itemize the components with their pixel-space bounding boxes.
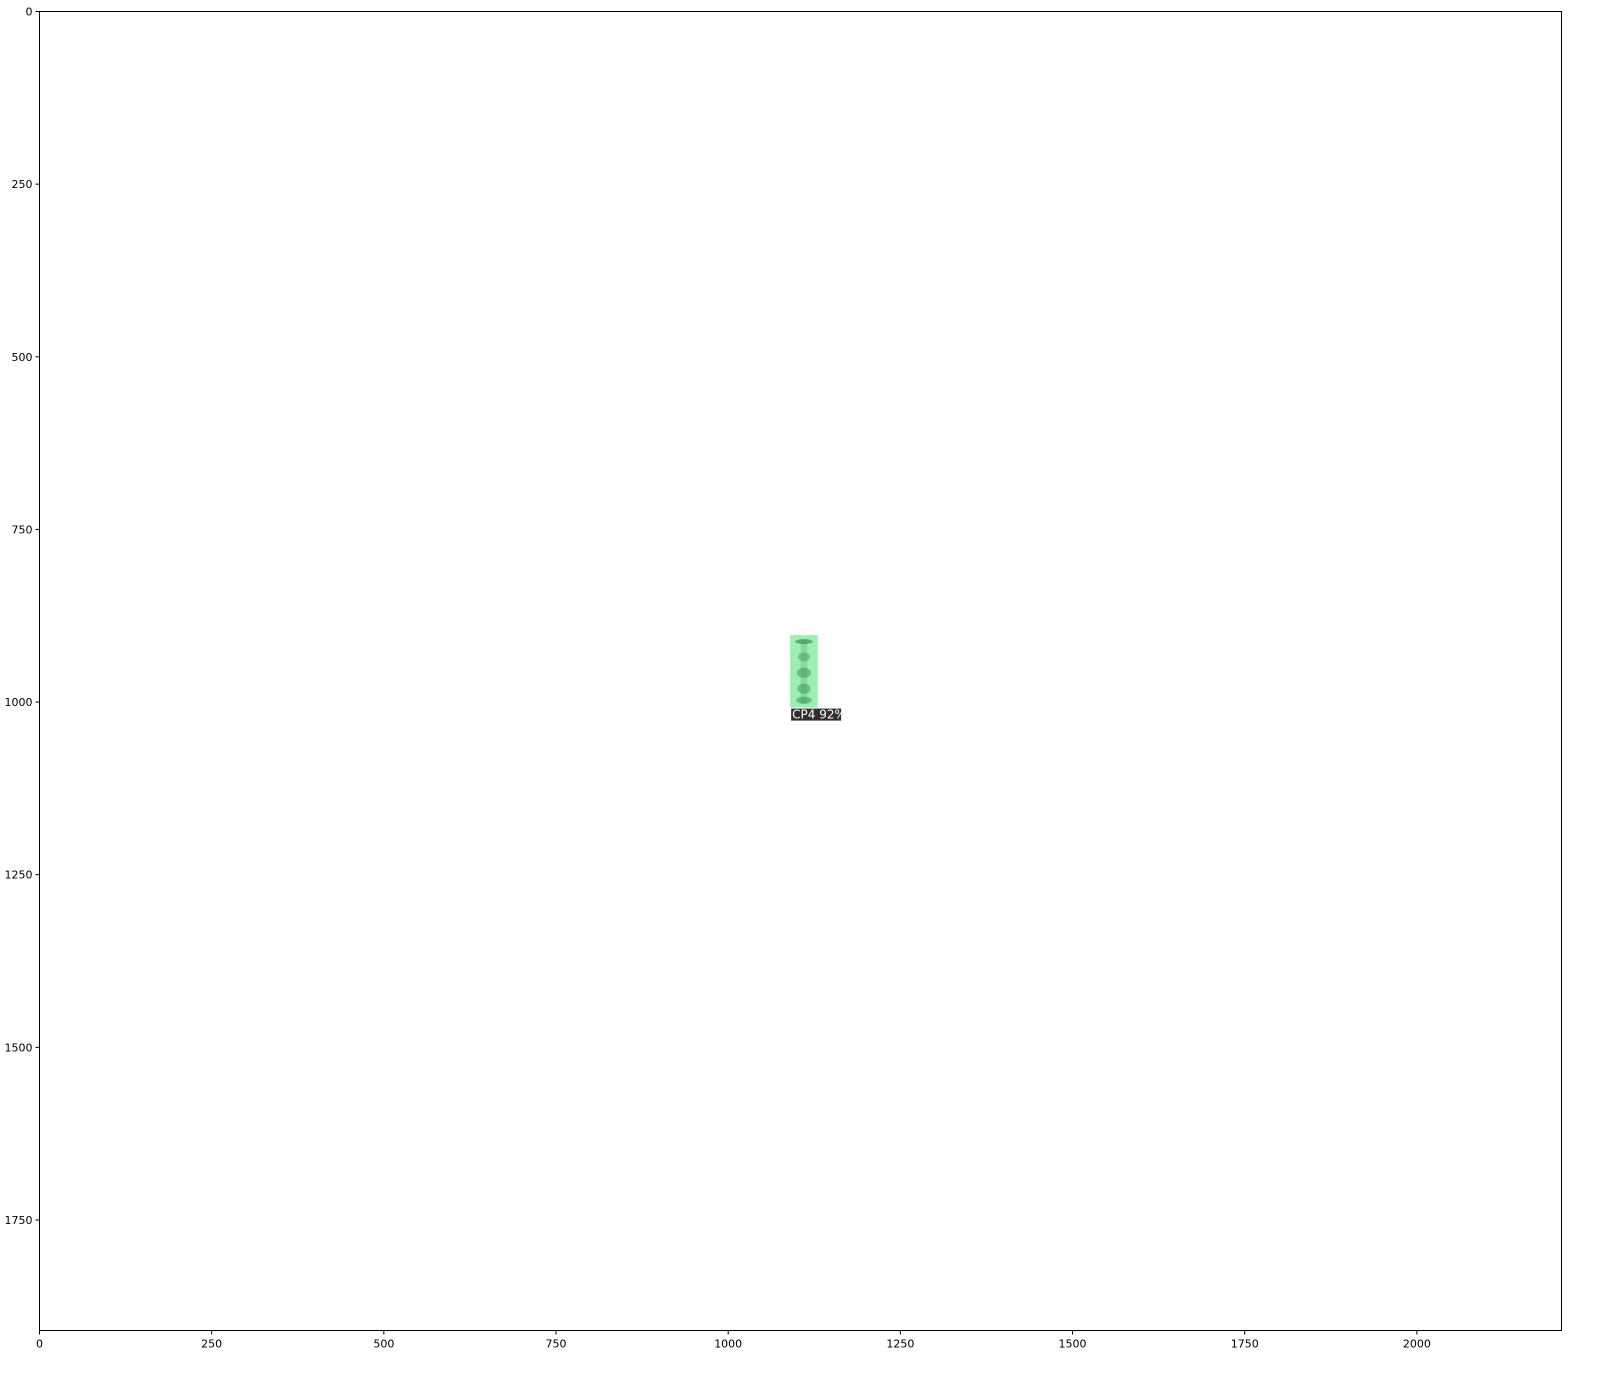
y-tick-label: 0	[26, 6, 33, 19]
x-axis: 0 250 500 750 1000 1250 1500 1750 2000	[36, 1330, 1431, 1351]
x-tick-label: 1750	[1231, 1338, 1259, 1351]
x-tick-label: 1500	[1059, 1338, 1087, 1351]
x-tick-label: 500	[373, 1338, 394, 1351]
object-texture	[795, 639, 813, 645]
y-tick-label: 250	[12, 178, 33, 191]
y-tick-label: 750	[12, 523, 33, 536]
y-tick-label: 500	[12, 351, 33, 364]
y-tick-label: 1250	[5, 869, 33, 882]
axes-frame	[39, 11, 1562, 1331]
x-tick-label: 250	[201, 1338, 222, 1351]
detection-box	[790, 635, 818, 708]
y-tick-label: 1500	[5, 1041, 33, 1054]
detection-overlay: CP4 92%	[790, 635, 846, 722]
object-texture	[797, 652, 811, 662]
detection-object	[795, 639, 813, 704]
y-tick-label: 1000	[5, 696, 33, 709]
object-texture	[797, 683, 811, 694]
x-tick-label: 750	[546, 1338, 567, 1351]
detection-label: CP4 92%	[792, 708, 846, 722]
x-tick-label: 1000	[714, 1338, 742, 1351]
plot-area: CP4 92%	[39, 11, 1562, 1331]
object-texture	[796, 696, 812, 704]
object-texture	[800, 639, 808, 704]
y-tick-label: 1750	[5, 1214, 33, 1227]
y-axis: 0 250 500 750 1000 1250 1500 1750	[5, 6, 40, 1227]
x-tick-label: 0	[36, 1338, 43, 1351]
x-tick-label: 2000	[1403, 1338, 1431, 1351]
x-tick-label: 1250	[886, 1338, 914, 1351]
object-texture	[796, 667, 812, 678]
detection-label-background	[791, 708, 842, 721]
